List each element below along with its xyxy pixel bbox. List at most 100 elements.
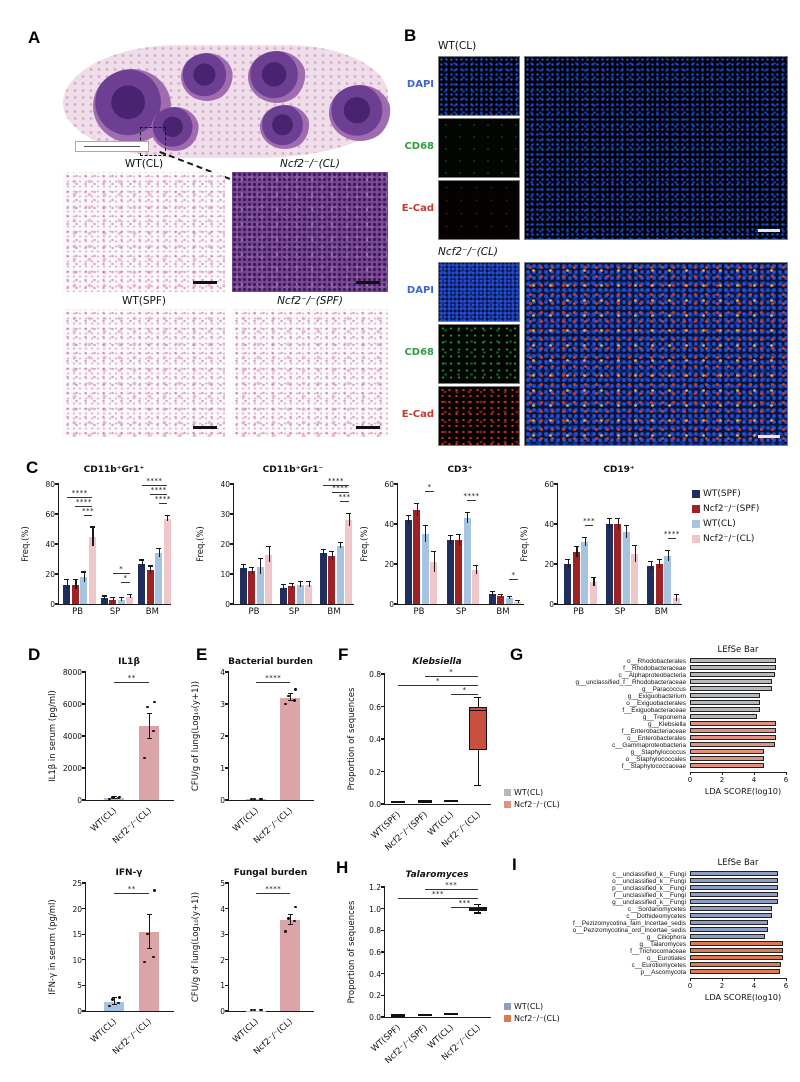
y-tick-label: 0: [225, 600, 230, 609]
error-bar: [331, 552, 333, 560]
error-bar: [323, 550, 325, 556]
y-tick-mark: [554, 603, 558, 605]
data-point: [118, 795, 121, 798]
bar: [463, 518, 471, 604]
bar: [605, 524, 613, 604]
lda-bar: [690, 714, 758, 720]
y-tick-mark: [225, 984, 229, 986]
lda-bar: [690, 665, 777, 671]
error-cap: [146, 712, 152, 714]
plot-area: 0 2000 4000 6000 8000 WT(CL) Ncf2⁻/⁻(CL) **: [63, 668, 174, 846]
chart-title: IL1β: [118, 657, 140, 667]
error-bar: [149, 713, 151, 740]
significance-line: [424, 889, 478, 890]
taxon-label: c__Eurotiomycetes: [631, 961, 686, 969]
significance-stars: ***: [338, 493, 351, 501]
taxon-label: c__Sordariomycetes: [627, 905, 686, 913]
y-tick-label: 10: [72, 955, 82, 965]
error-bar: [75, 580, 77, 589]
error-bar: [66, 580, 68, 589]
y-tick-mark: [554, 483, 558, 485]
error-cap: [146, 947, 152, 950]
y-tick-mark: [82, 933, 86, 935]
chart-lefse-bacteria: LEfSe Bar o__Rhodobacterales f__Rhodobacte…: [548, 645, 798, 810]
data-point: [253, 797, 256, 800]
lda-bar: [690, 934, 766, 940]
scale-bar: [356, 280, 380, 284]
chart-title: CD19⁺: [603, 465, 635, 475]
y-tick-label: 30: [220, 510, 230, 519]
error-bar: [112, 598, 114, 601]
bar: [265, 554, 273, 604]
significance-stars: ****: [463, 492, 480, 500]
y-tick-mark: [225, 882, 229, 884]
y-tick-label: 1.2: [369, 883, 381, 892]
taxon-label: p__unclassified_k__Fungi: [612, 884, 686, 892]
error-cap: [506, 595, 512, 597]
significance-line: [66, 496, 93, 498]
legend-label: Ncf2⁻/⁻(CL): [514, 1013, 560, 1023]
x-category-label: BM: [654, 607, 668, 617]
group-label-wt-cl: WT(CL): [438, 40, 477, 52]
whisker-cap: [474, 697, 482, 699]
legend-item: Ncf2⁻/⁻(SPF): [692, 501, 759, 516]
chart-cd19: CD19⁺ Freq.(%) 0 20 40 60 PB *** SP BM ****: [520, 460, 691, 632]
error-bar: [121, 598, 123, 601]
panel-letter-g: G: [510, 645, 524, 664]
data-point: [146, 932, 149, 936]
legend-swatch: [504, 788, 511, 796]
cd68-image-wt-cl: [438, 118, 520, 178]
dapi-image-ncf2-cl: [438, 262, 520, 322]
data-point: [260, 797, 263, 800]
y-tick-label: 20: [544, 560, 554, 569]
error-cap: [337, 542, 343, 544]
lda-bar: [690, 885, 778, 891]
x-category-label: PB: [72, 607, 84, 617]
y-tick-mark: [381, 886, 385, 888]
error-bar: [290, 693, 292, 702]
bar: [246, 1010, 267, 1011]
y-tick-label: 1: [220, 764, 225, 773]
error-cap: [240, 563, 246, 565]
error-cap: [615, 517, 621, 519]
error-bar: [416, 504, 418, 516]
y-tick-mark: [82, 907, 86, 910]
significance-line: [509, 579, 518, 581]
x-tick-mark: [690, 978, 691, 981]
y-tick-label: 2000: [62, 764, 82, 773]
x-category-label: Ncf2⁻/⁻(CL): [439, 1023, 483, 1063]
significance-stars: ***: [583, 517, 596, 525]
y-tick-mark: [55, 603, 59, 605]
channel-label-dapi: DAPI: [406, 285, 434, 296]
y-axis-label: IFN-γ in serum (pg/ml): [48, 899, 58, 995]
bar: [404, 520, 412, 604]
chart-cd11b-gr1-neg: CD11b⁺Gr1⁻ Freq.(%) 0 10 20 30 40 PB SP BM **** ***…: [196, 460, 372, 632]
legend-swatch: [504, 1014, 511, 1022]
bar: [305, 584, 313, 604]
lda-bar: [690, 871, 778, 877]
chart-title: CD11b⁺Gr1⁺: [83, 465, 145, 475]
plot-area: 0 1 2 3 4 5 WT(CL) Ncf2⁻/⁻(CL) ****: [220, 879, 314, 1057]
taxon-label: c__unclassified_k__Fungi: [612, 870, 686, 878]
error-bar: [450, 536, 452, 544]
median-line: [444, 1012, 459, 1016]
significance-line: [121, 581, 130, 583]
error-cap: [464, 511, 470, 513]
lda-bar: [690, 686, 772, 692]
y-tick-mark: [225, 767, 229, 769]
significance-stars: *: [511, 571, 516, 580]
y-tick-mark: [82, 984, 86, 986]
y-tick-label: 0: [220, 1007, 225, 1016]
significance-line: [112, 572, 130, 574]
median-line: [391, 800, 406, 804]
x-tick-label: 0: [687, 776, 693, 784]
error-bar: [467, 513, 469, 523]
scale-bar: [193, 425, 217, 429]
significance-stars: **: [127, 885, 136, 893]
lda-bar: [690, 763, 764, 769]
legend-label: Ncf2⁻/⁻(CL): [703, 533, 755, 544]
plot-area: 0.0 0.2 0.4 0.6 0.8 1.0 1.2 WT(SPF) Ncf2⁻/⁻(SPF)…: [369, 881, 491, 1066]
y-axis-label: Proportion of sequences: [347, 687, 357, 791]
significance-line: [451, 907, 478, 908]
